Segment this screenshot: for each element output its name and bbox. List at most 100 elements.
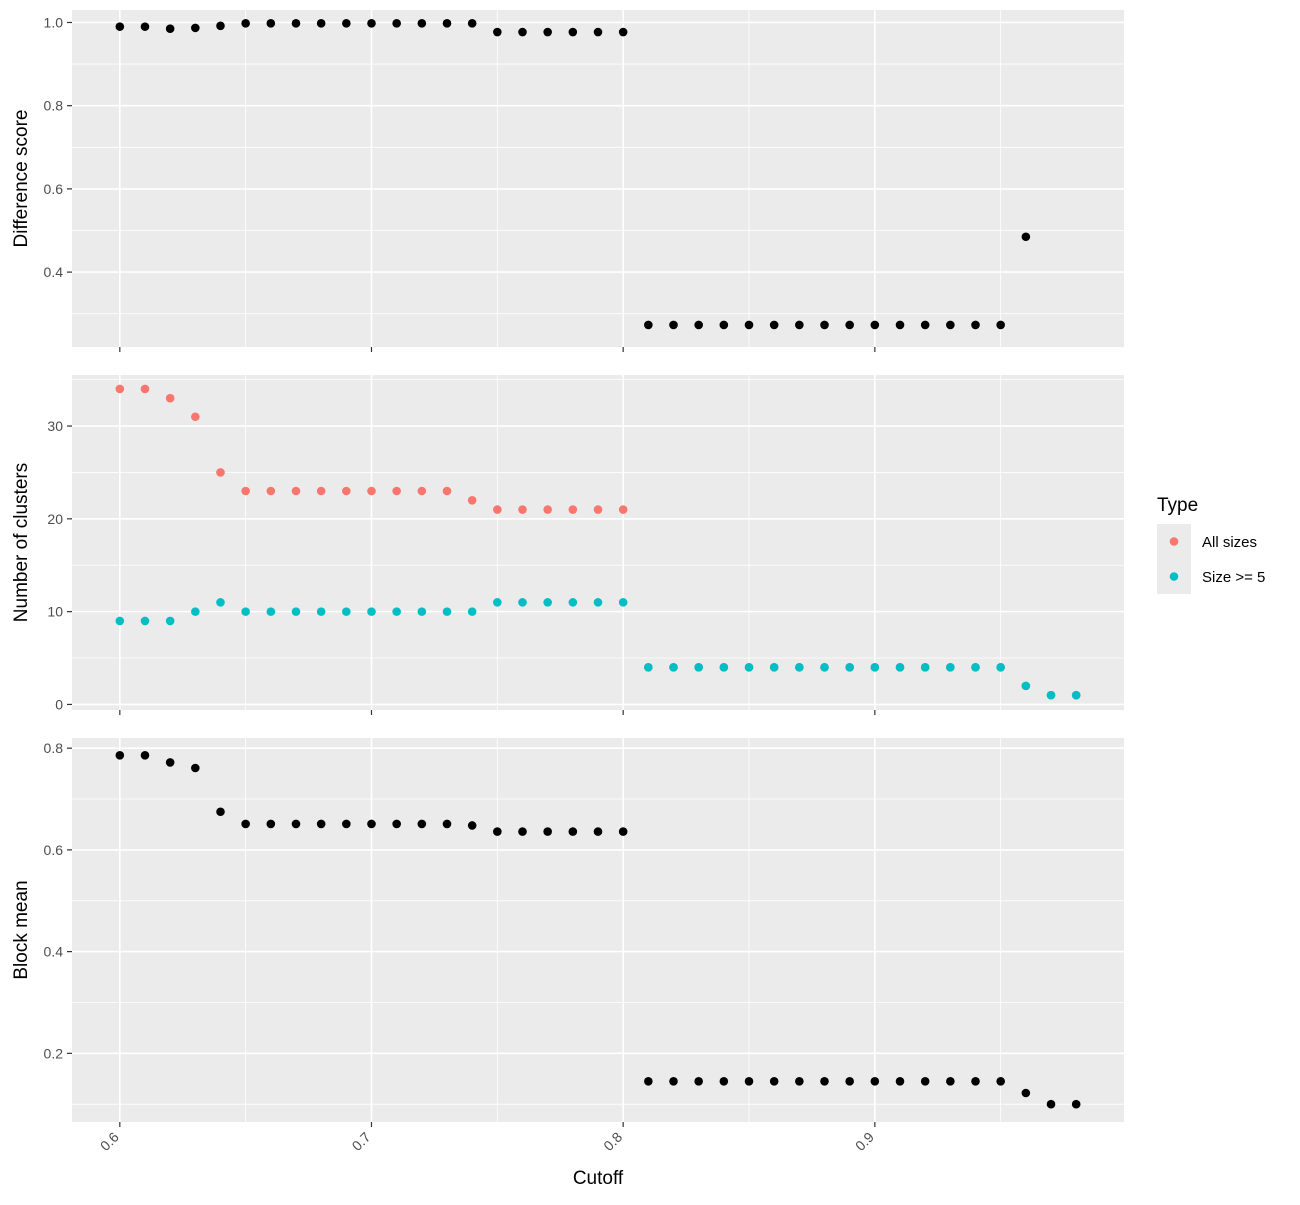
data-point <box>644 320 653 330</box>
data-point <box>291 819 301 829</box>
y-tick-label: 0.8 <box>44 98 64 114</box>
data-point <box>845 320 854 330</box>
y-tick-label: 0.4 <box>44 944 64 960</box>
data-point <box>971 320 980 330</box>
data-point <box>669 320 678 330</box>
data-point <box>392 486 401 496</box>
data-point <box>870 1077 880 1086</box>
data-point <box>971 1077 980 1086</box>
x-axis-title: Cutoff <box>573 1168 624 1189</box>
data-point <box>518 827 527 836</box>
data-point <box>845 663 854 672</box>
data-point <box>795 663 804 672</box>
y-tick-label: 20 <box>47 511 63 527</box>
data-point <box>920 663 930 672</box>
data-point <box>266 819 276 829</box>
data-point <box>417 607 427 616</box>
data-point <box>316 486 326 496</box>
data-point <box>342 19 351 28</box>
y-tick-label: 0 <box>55 696 63 712</box>
data-point <box>417 486 427 496</box>
y-axis-title: Block mean <box>11 880 32 979</box>
data-point <box>191 763 200 773</box>
data-point <box>845 1077 854 1086</box>
data-point <box>946 663 955 672</box>
data-point <box>744 1077 754 1086</box>
data-point <box>946 1077 955 1086</box>
data-point <box>920 1077 930 1086</box>
data-point <box>115 616 125 626</box>
y-tick-label: 10 <box>47 604 63 620</box>
y-tick-label: 0.6 <box>44 181 64 197</box>
data-point <box>719 1077 729 1086</box>
data-point <box>165 616 175 626</box>
data-point <box>165 24 175 34</box>
data-point <box>442 19 452 28</box>
data-point <box>291 607 301 616</box>
data-point <box>694 1077 703 1086</box>
data-point <box>342 607 351 616</box>
data-point <box>996 320 1005 330</box>
data-point <box>216 468 225 477</box>
data-point <box>618 27 628 37</box>
data-point <box>191 412 200 422</box>
data-point <box>241 19 250 28</box>
data-point <box>316 819 326 829</box>
data-point <box>795 1077 804 1086</box>
data-point <box>493 827 502 836</box>
data-point <box>140 384 150 394</box>
data-point <box>342 819 351 829</box>
data-point <box>115 384 125 394</box>
data-point <box>618 827 628 836</box>
data-point <box>417 19 427 28</box>
data-point <box>266 19 276 28</box>
data-point <box>392 607 401 616</box>
y-tick-label: 0.6 <box>44 842 64 858</box>
x-tick-label: 0.9 <box>852 1129 877 1154</box>
data-point <box>467 607 477 616</box>
data-point <box>1021 681 1031 691</box>
data-point <box>870 320 880 330</box>
y-tick-label: 30 <box>47 418 63 434</box>
data-point <box>618 598 628 607</box>
data-point <box>367 486 376 496</box>
data-point <box>719 663 729 672</box>
x-tick-label: 0.8 <box>600 1129 625 1154</box>
data-point <box>820 320 829 330</box>
data-point <box>820 1077 829 1086</box>
data-point <box>140 22 150 31</box>
data-point <box>895 1077 905 1086</box>
data-point <box>895 320 905 330</box>
data-point <box>518 598 527 607</box>
y-tick-label: 0.4 <box>44 264 64 280</box>
data-point <box>1071 1099 1081 1109</box>
data-point <box>593 827 603 836</box>
data-point <box>946 320 955 330</box>
data-point <box>795 320 804 330</box>
data-point <box>644 1077 653 1086</box>
data-point <box>769 663 779 672</box>
data-point <box>216 21 225 31</box>
data-point <box>593 505 603 514</box>
panel-background <box>72 738 1124 1122</box>
data-point <box>291 19 301 28</box>
data-point <box>543 27 552 37</box>
data-point <box>367 607 376 616</box>
x-tick-label: 0.7 <box>349 1129 374 1154</box>
legend-label: Size >= 5 <box>1202 569 1265 586</box>
data-point <box>367 819 376 829</box>
data-point <box>493 598 502 607</box>
data-point <box>644 663 653 672</box>
legend-label: All sizes <box>1202 534 1257 551</box>
data-point <box>392 19 401 28</box>
data-point <box>996 1077 1005 1086</box>
data-point <box>593 27 603 37</box>
data-point <box>669 1077 678 1086</box>
data-point <box>165 758 175 767</box>
data-point <box>618 505 628 514</box>
data-point <box>115 750 125 760</box>
data-point <box>467 495 477 505</box>
data-point <box>115 22 125 31</box>
data-point <box>367 19 376 28</box>
